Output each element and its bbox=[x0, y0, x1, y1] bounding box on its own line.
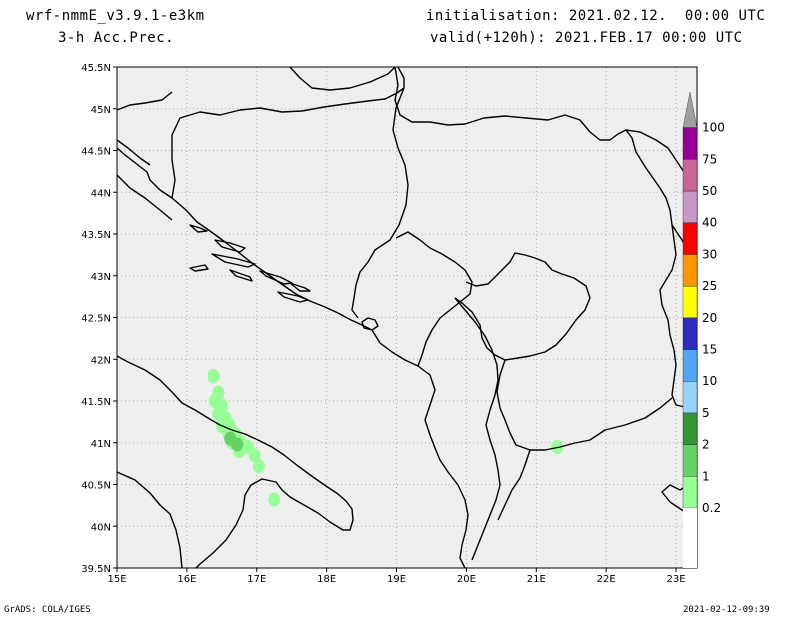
y-tick-label: 43.5N bbox=[81, 230, 111, 241]
colorbar-swatch bbox=[682, 127, 698, 160]
initialisation-label: initialisation: 2021.02.12. 00:00 UTC bbox=[426, 8, 766, 24]
island-outline bbox=[229, 269, 253, 282]
colorbar-label: 30 bbox=[702, 247, 717, 261]
x-tick-label: 20E bbox=[457, 574, 476, 585]
y-tick-label: 40.5N bbox=[81, 481, 111, 492]
y-tick-label: 45.5N bbox=[81, 63, 111, 74]
italy-coastline bbox=[117, 355, 354, 568]
y-tick-label: 43N bbox=[91, 272, 111, 283]
colorbar-label: 20 bbox=[702, 311, 717, 325]
x-tick-label: 21E bbox=[527, 574, 546, 585]
y-tick-label: 44N bbox=[91, 188, 111, 199]
albania-eastern-border bbox=[454, 297, 501, 561]
valid-time-label: valid(+120h): 2021.FEB.17 00:00 UTC bbox=[430, 30, 743, 46]
field-title: 3-h Acc.Prec. bbox=[58, 30, 175, 46]
colorbar-swatch bbox=[682, 317, 698, 350]
colorbar-below-min bbox=[683, 508, 697, 568]
island-outline bbox=[259, 270, 293, 285]
x-tick-label: 22E bbox=[597, 574, 616, 585]
island-outline bbox=[214, 239, 246, 253]
x-tick-label: 18E bbox=[317, 574, 336, 585]
colorbar-top-arrow bbox=[682, 91, 698, 128]
colorbar-label: 10 bbox=[702, 374, 717, 388]
coastlines-and-borders bbox=[117, 67, 697, 568]
y-tick-label: 40N bbox=[91, 522, 111, 533]
colorbar-swatch bbox=[682, 349, 698, 382]
precipitation-field bbox=[207, 368, 564, 507]
italy-heel-coast bbox=[117, 471, 183, 568]
x-tick-label: 15E bbox=[107, 574, 126, 585]
colorbar-swatch bbox=[682, 476, 698, 509]
colorbar-label: 40 bbox=[702, 216, 717, 230]
y-axis: 39.5N 40N 40.5N 41N 41.5N 42N 42.5N 43N 43.5N 44N… bbox=[81, 63, 117, 575]
y-tick-label: 41N bbox=[91, 439, 111, 450]
colorbar-label: 0.2 bbox=[702, 501, 721, 515]
model-title: wrf-nmmE_v3.9.1-e3km bbox=[26, 8, 205, 24]
albania-outline bbox=[417, 365, 469, 568]
plot-timestamp: 2021-02-12-09:39 bbox=[683, 605, 770, 615]
serbia-outline bbox=[394, 67, 697, 413]
colorbar-label: 75 bbox=[702, 152, 717, 166]
macedonia-outline bbox=[496, 359, 673, 451]
x-tick-label: 23E bbox=[667, 574, 686, 585]
bosnia-eastern-border bbox=[351, 87, 409, 319]
island-outline bbox=[289, 282, 311, 292]
colorbar-label: 50 bbox=[702, 184, 717, 198]
colorbar-label: 1 bbox=[702, 469, 710, 483]
x-tick-label: 16E bbox=[177, 574, 196, 585]
greece-border bbox=[497, 449, 531, 521]
precip-cell bbox=[248, 448, 261, 463]
colorbar-label: 2 bbox=[702, 438, 710, 452]
y-tick-label: 45N bbox=[91, 105, 111, 116]
colorbar-swatch bbox=[682, 381, 698, 414]
montenegro-border bbox=[395, 231, 473, 367]
colorbar-label: 15 bbox=[702, 343, 717, 357]
island-outline bbox=[189, 224, 208, 233]
y-tick-label: 42.5N bbox=[81, 314, 111, 325]
island-outline bbox=[211, 253, 256, 268]
island-outline bbox=[189, 264, 209, 272]
hungary-border bbox=[289, 67, 396, 91]
colorbar-swatch bbox=[682, 254, 698, 287]
colorbar-swatch bbox=[682, 412, 698, 445]
precip-cell bbox=[268, 492, 281, 507]
y-tick-label: 44.5N bbox=[81, 147, 111, 158]
colorbar-swatch bbox=[682, 222, 698, 255]
colorbar-swatch bbox=[682, 190, 698, 223]
colorbar-swatch bbox=[682, 444, 698, 477]
colorbar-swatch bbox=[682, 285, 698, 318]
bay-of-kotor bbox=[361, 317, 379, 331]
kvarner-coast bbox=[117, 139, 173, 221]
island-outline bbox=[277, 291, 309, 303]
grads-credit: GrADS: COLA/IGES bbox=[4, 605, 91, 615]
colorbar-label: 25 bbox=[702, 279, 717, 293]
colorbar-label: 5 bbox=[702, 406, 710, 420]
colorbar-label: 100 bbox=[702, 121, 725, 135]
precip-cell bbox=[207, 368, 220, 383]
precip-cell bbox=[231, 437, 244, 452]
y-tick-label: 41.5N bbox=[81, 397, 111, 408]
precip-cell bbox=[252, 459, 265, 474]
y-tick-label: 42N bbox=[91, 355, 111, 366]
kosovo-outline bbox=[454, 252, 591, 361]
slovenia-border bbox=[117, 91, 173, 111]
x-tick-label: 17E bbox=[247, 574, 266, 585]
x-tick-label: 19E bbox=[387, 574, 406, 585]
y-tick-label: 39.5N bbox=[81, 564, 111, 575]
x-axis: 15E 16E 17E 18E 19E 20E 21E 22E 23E bbox=[107, 568, 686, 585]
colorbar-swatch bbox=[682, 159, 698, 192]
